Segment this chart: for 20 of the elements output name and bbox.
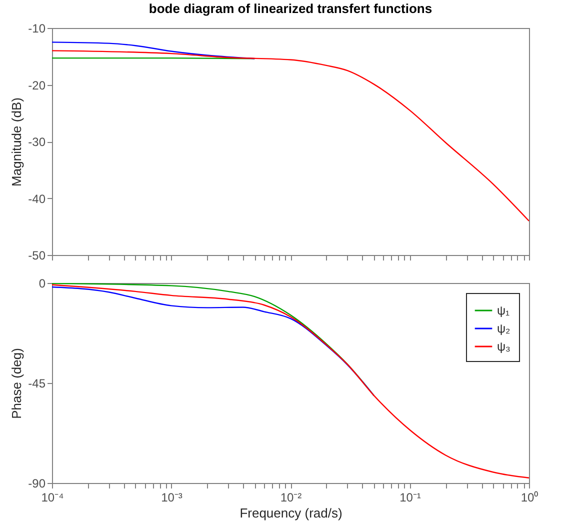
y-axis-title: Phase (deg) <box>9 348 24 419</box>
x-tick-label: 10⁻¹ <box>400 490 421 504</box>
legend-label: ψ₃ <box>497 340 511 354</box>
legend-label: ψ₁ <box>497 304 510 318</box>
y-axis-title: Magnitude (dB) <box>9 98 24 186</box>
y-tick-label: -45 <box>28 376 46 390</box>
x-tick-label: 10⁰ <box>520 490 538 504</box>
x-tick-label: 10⁻³ <box>161 490 182 504</box>
legend-label: ψ₂ <box>497 322 511 336</box>
x-tick-label: 10⁻⁴ <box>41 490 64 504</box>
y-tick-label: 0 <box>38 276 46 290</box>
y-tick-label: -90 <box>28 476 46 490</box>
x-axis-title: Frequency (rad/s) <box>240 506 342 520</box>
y-tick-label: -30 <box>28 135 46 149</box>
y-tick-label: -20 <box>28 78 46 92</box>
y-tick-label: -40 <box>28 192 46 206</box>
y-tick-label: -50 <box>28 248 46 262</box>
x-tick-label: 10⁻² <box>280 490 302 504</box>
y-tick-label: -10 <box>28 22 46 36</box>
chart-title: bode diagram of linearized transfert functions <box>148 1 432 16</box>
